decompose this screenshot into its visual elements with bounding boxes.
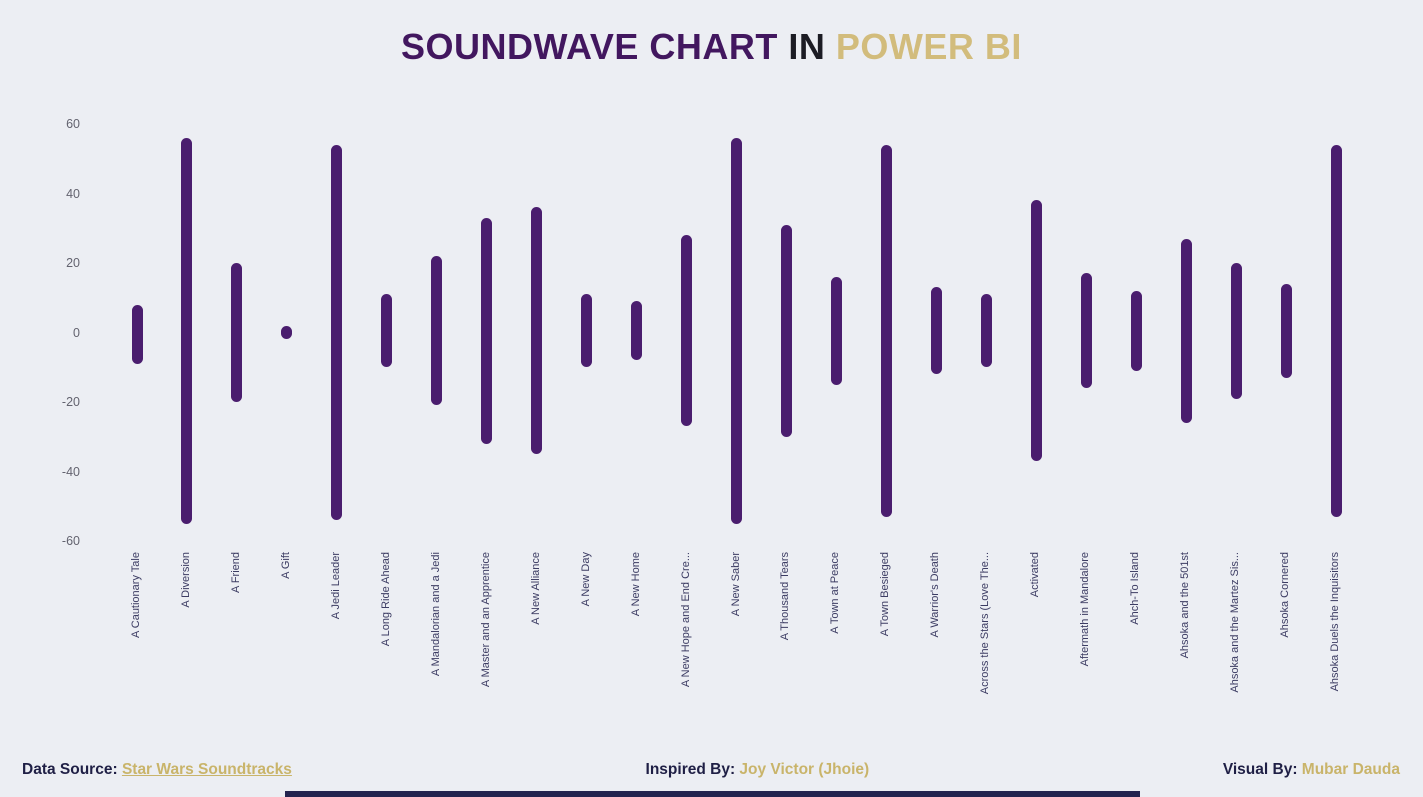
category-label: A Gift (279, 552, 292, 579)
soundwave-bar[interactable] (1330, 144, 1342, 517)
soundwave-bar[interactable] (331, 144, 343, 521)
category-label: A Friend (229, 552, 242, 593)
soundwave-bar[interactable] (1130, 290, 1142, 371)
soundwave-bar[interactable] (581, 294, 593, 368)
y-axis-tick-label: 0 (73, 325, 80, 340)
category-label: A New Saber (729, 552, 742, 617)
category-label: A Warrior's Death (929, 552, 942, 638)
soundwave-bar[interactable] (231, 263, 243, 402)
category-label: A Cautionary Tale (130, 552, 142, 639)
category-label: A Town at Peace (829, 552, 842, 634)
title-power-bi: POWER BI (835, 26, 1022, 67)
soundwave-bar[interactable] (830, 276, 842, 385)
y-axis-tick-label: -40 (61, 464, 80, 479)
soundwave-bar[interactable] (131, 304, 143, 364)
category-label: A Thousand Tears (779, 552, 792, 641)
soundwave-bar[interactable] (681, 235, 693, 427)
category-label: A New Home (629, 552, 642, 617)
soundwave-bar[interactable] (1180, 238, 1192, 423)
bottom-edge-bar (285, 791, 1140, 797)
category-label: Ahch-To Island (1129, 552, 1142, 625)
category-label: A Master and an Apprentice (479, 552, 492, 688)
soundwave-bar[interactable] (780, 224, 792, 437)
category-label: A Diversion (179, 552, 192, 608)
soundwave-bar[interactable] (481, 217, 493, 444)
visual-by-label: Visual By: (1222, 761, 1298, 778)
soundwave-bar[interactable] (930, 287, 942, 375)
soundwave-bar[interactable] (1030, 200, 1042, 462)
footer-inspired-by: Inspired By: Joy Victor (Jhoie) (646, 761, 870, 779)
inspired-by-value: Joy Victor (Jhoie) (739, 761, 870, 778)
soundwave-bar[interactable] (181, 137, 193, 524)
footer-visual-by: Visual By: Mubar Dauda (1223, 761, 1400, 779)
title-soundwave-chart: SOUNDWAVE CHART (401, 26, 778, 67)
y-axis-tick-label: 40 (66, 186, 80, 201)
y-axis-tick-label: 20 (66, 256, 80, 270)
category-label: Across the Stars (Love The... (979, 552, 992, 695)
category-label: A New Hope and End Cre... (679, 552, 692, 688)
category-label: Aftermath in Mandalore (1079, 552, 1092, 667)
category-label: Ahsoka Duels the Inquisitors (1329, 552, 1342, 692)
y-axis-tick-label: -60 (61, 534, 80, 548)
y-axis-tick-label: -20 (61, 395, 80, 409)
category-label: A Town Besieged (879, 552, 892, 637)
category-label: A Long Ride Ahead (379, 552, 392, 647)
category-label: Ahsoka Cornered (1279, 552, 1292, 638)
soundwave-bar[interactable] (381, 294, 393, 368)
soundwave-bar[interactable] (431, 256, 443, 406)
soundwave-bar[interactable] (631, 301, 643, 361)
soundwave-bar[interactable] (731, 137, 743, 524)
visual-by-value: Mubar Dauda (1301, 761, 1400, 778)
y-axis-tick-label: 60 (66, 117, 80, 131)
category-label: Ahsoka and the 501st (1179, 552, 1192, 659)
category-label: Ahsoka and the Martez Sis... (1229, 552, 1242, 693)
soundwave-bar[interactable] (281, 325, 293, 340)
soundwave-bar[interactable] (1080, 273, 1092, 389)
footer-data-source: Data Source: Star Wars Soundtracks (22, 761, 292, 779)
category-label: A New Alliance (529, 552, 542, 625)
category-label: A Jedi Leader (329, 552, 342, 620)
data-source-label: Data Source: (22, 761, 118, 778)
soundwave-bar[interactable] (1280, 283, 1292, 378)
title-in: IN (788, 26, 826, 67)
soundwave-bar[interactable] (980, 294, 992, 368)
category-label: A New Day (579, 552, 592, 607)
soundwave-bar[interactable] (1230, 263, 1242, 399)
soundwave-bar[interactable] (880, 144, 892, 517)
category-label: Activated (1029, 552, 1042, 598)
footer: Data Source: Star Wars Soundtracks Inspi… (0, 761, 1423, 779)
soundwave-bar[interactable] (531, 207, 543, 455)
data-source-link[interactable]: Star Wars Soundtracks (121, 761, 292, 778)
inspired-by-label: Inspired By: (645, 761, 736, 778)
page-title: SOUNDWAVE CHART IN POWER BI (0, 26, 1423, 68)
category-label: A Mandalorian and a Jedi (429, 552, 442, 677)
